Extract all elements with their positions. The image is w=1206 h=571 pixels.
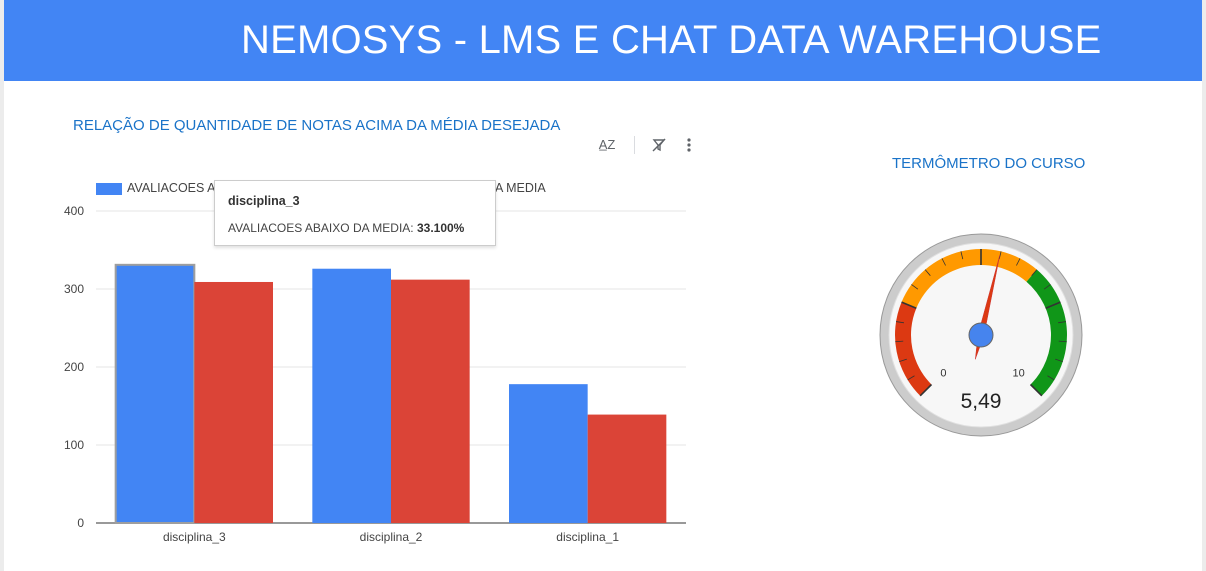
bar-disciplina_3-abaixo[interactable]	[194, 281, 273, 523]
gauge-tick	[1055, 358, 1063, 362]
chart-tooltip: disciplina_3 AVALIACOES ABAIXO DA MEDIA:…	[214, 180, 496, 246]
sort-az-label: A̲Z	[598, 137, 616, 152]
gauge-tick	[895, 340, 904, 343]
gauge-tick	[998, 251, 1002, 260]
x-tick-label: disciplina_1	[556, 530, 619, 544]
gauge-tick	[907, 375, 915, 381]
gauge-hub	[968, 322, 994, 348]
more-vert-icon[interactable]	[677, 132, 701, 158]
tooltip-title: disciplina_3	[228, 194, 300, 208]
gauge-tick	[1031, 269, 1038, 276]
gauge-tick	[901, 301, 917, 309]
bar-disciplina_1-abaixo[interactable]	[587, 414, 667, 523]
y-tick-label: 0	[77, 516, 84, 530]
bar-chart: 0 100 200 300 400 disciplina_3 disciplina_2 dis…	[64, 204, 686, 544]
tooltip-body: AVALIACOES ABAIXO DA MEDIA: 33.100%	[228, 221, 465, 235]
bar-disciplina_3-acima[interactable]	[114, 263, 196, 524]
gauge-tick	[960, 251, 964, 260]
x-tick-label: disciplina_2	[360, 530, 423, 544]
gauge-max-label: 10	[1012, 368, 1024, 380]
x-tick-label: disciplina_3	[163, 530, 226, 544]
gauge-tick	[1045, 301, 1061, 309]
legend-swatch-acima	[96, 183, 122, 195]
gauge-tick	[1043, 284, 1051, 290]
legend-label-acima: AVALIACOES A	[127, 181, 216, 195]
gauge-tick	[1047, 375, 1055, 381]
bar-disciplina_2-abaixo[interactable]	[391, 279, 470, 523]
toolbar-divider	[634, 136, 635, 154]
gauge-min-label: 0	[940, 368, 946, 380]
gauge-tick	[941, 258, 946, 266]
gauge-value-label: 5,49	[961, 390, 1002, 413]
gauge-tick	[919, 383, 933, 397]
gauge-tick	[899, 358, 907, 362]
gauge-tick	[1058, 340, 1067, 343]
filter-off-icon[interactable]	[647, 132, 671, 158]
bar-disciplina_2-acima[interactable]	[312, 268, 391, 523]
legend-label-abaixo: A MEDIA	[495, 181, 546, 195]
y-tick-label: 100	[64, 438, 84, 452]
gauge-chart: 0 10 5,49	[879, 233, 1083, 437]
gauge-tick	[924, 269, 931, 276]
gauge-tick	[1029, 383, 1043, 397]
gauge-tick	[1016, 258, 1021, 266]
sort-az-icon[interactable]: A̲Z	[595, 132, 619, 158]
gauge-tick	[895, 321, 905, 324]
gauge-title: TERMÔMETRO DO CURSO	[892, 155, 1086, 172]
bar-disciplina_1-acima[interactable]	[509, 384, 588, 523]
tooltip-value: 33.100%	[416, 221, 465, 235]
gauge-band-0	[895, 302, 932, 396]
y-tick-label: 400	[64, 204, 84, 218]
bar-chart-title: RELAÇÃO DE QUANTIDADE DE NOTAS ACIMA DA …	[73, 117, 561, 134]
y-tick-label: 300	[64, 282, 84, 296]
gauge-band-2	[1026, 269, 1067, 396]
page-title: NEMOSYS - LMS E CHAT DATA WAREHOUSE	[241, 18, 1102, 62]
y-tick-label: 200	[64, 360, 84, 374]
gauge-tick	[1057, 321, 1067, 324]
gauge-band-1	[901, 249, 1037, 309]
tooltip-series: AVALIACOES ABAIXO DA MEDIA	[228, 221, 411, 235]
header-bar: NEMOSYS - LMS E CHAT DATA WAREHOUSE	[4, 0, 1202, 81]
gauge-tick	[911, 284, 919, 290]
